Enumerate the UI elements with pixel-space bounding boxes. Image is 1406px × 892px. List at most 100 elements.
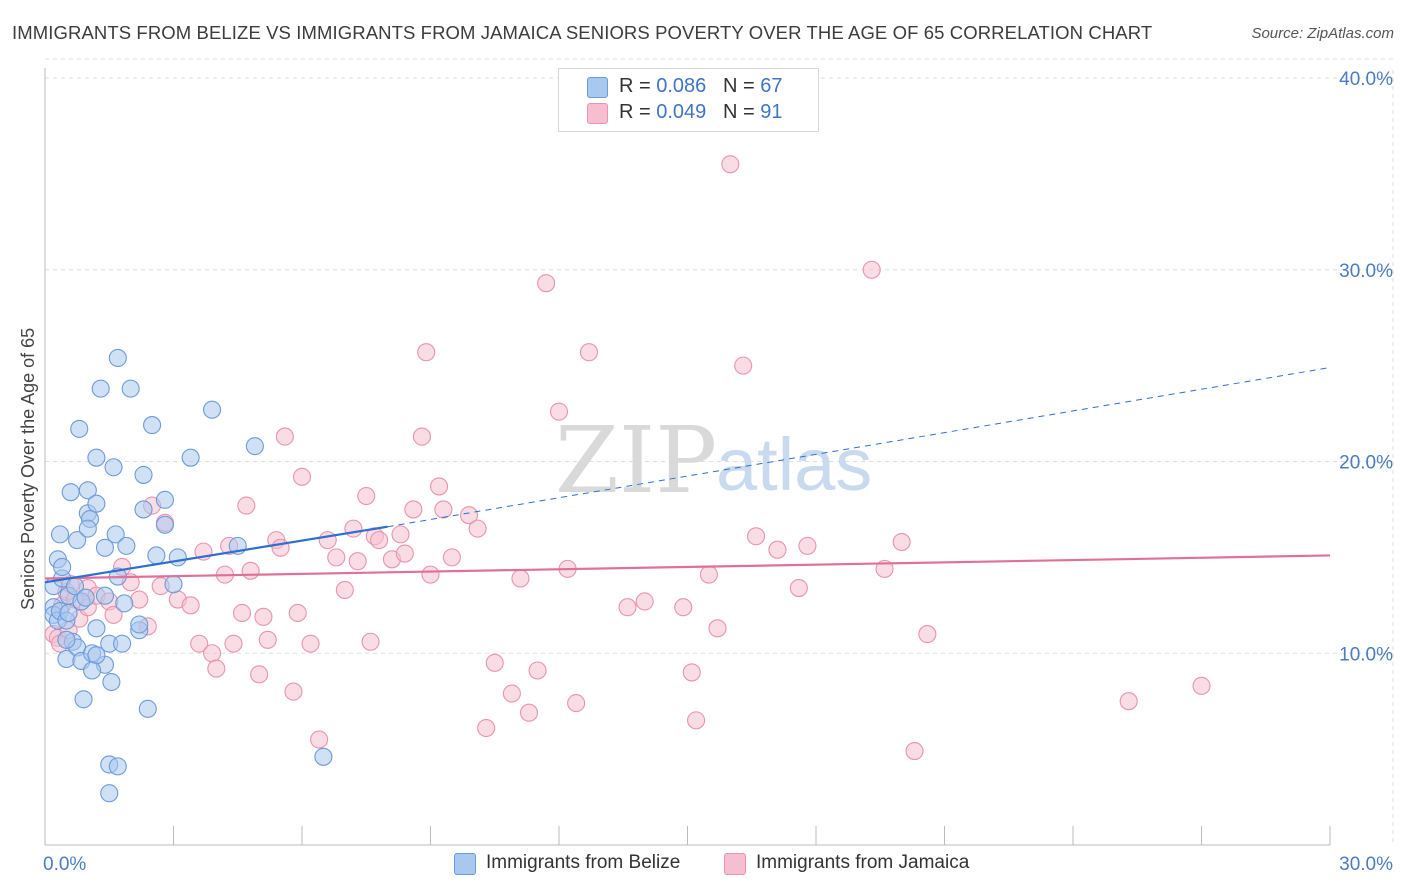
- data-point-jamaica: [905, 741, 924, 761]
- data-point-jamaica: [417, 343, 436, 362]
- data-point-belize: [138, 699, 157, 718]
- data-point-jamaica: [104, 605, 123, 624]
- data-point-jamaica: [357, 486, 376, 506]
- data-point-belize: [106, 525, 125, 544]
- bottom-legend-swatch-jamaica: [724, 853, 746, 875]
- legend-jamaica-n-label: N =: [722, 101, 761, 123]
- data-point-jamaica: [468, 519, 487, 538]
- data-point-jamaica: [434, 500, 453, 519]
- data-point-belize: [181, 448, 200, 467]
- data-point-jamaica: [528, 661, 547, 680]
- data-point-jamaica: [335, 580, 354, 600]
- data-point-jamaica: [892, 532, 911, 552]
- data-point-jamaica: [708, 619, 727, 638]
- data-point-belize: [83, 661, 102, 680]
- data-point-jamaica: [511, 569, 530, 588]
- legend-swatch-belize: [587, 77, 608, 98]
- data-point-belize: [57, 630, 76, 649]
- data-point-belize: [121, 379, 140, 398]
- y-axis-label: Seniors Poverty Over the Age of 65: [18, 328, 38, 610]
- y-tick-label: 20.0%: [1339, 453, 1393, 474]
- data-point-belize: [95, 586, 115, 605]
- data-point-jamaica: [549, 402, 569, 421]
- y-tick-label: 40.0%: [1339, 69, 1393, 90]
- data-point-jamaica: [203, 644, 222, 663]
- data-point-jamaica: [875, 559, 894, 578]
- data-point-belize: [78, 519, 97, 538]
- data-point-jamaica: [254, 607, 273, 626]
- data-point-jamaica: [699, 565, 718, 584]
- data-point-jamaica: [477, 718, 496, 738]
- tick-labels: 10.0% 20.0% 30.0% 40.0% 0.0% 30.0%: [43, 69, 1393, 875]
- data-point-jamaica: [1119, 692, 1138, 711]
- data-point-jamaica: [404, 500, 423, 519]
- bottom-legend-label-jamaica: Immigrants from Jamaica: [756, 852, 970, 873]
- x-tick-label-max: 30.0%: [1339, 854, 1393, 875]
- data-point-jamaica: [862, 260, 881, 279]
- data-point-belize: [164, 575, 183, 594]
- source-label: Source: ZipAtlas.com: [1251, 25, 1394, 42]
- data-point-belize: [113, 634, 132, 653]
- data-point-jamaica: [502, 684, 521, 703]
- legend-belize-n-value: 67: [760, 75, 783, 97]
- data-point-belize: [100, 784, 119, 803]
- legend: R = 0.086 N = 67 R = 0.049 N = 91: [558, 68, 819, 132]
- data-point-jamaica: [682, 663, 701, 682]
- data-point-jamaica: [318, 531, 337, 550]
- legend-swatch-jamaica: [587, 103, 608, 124]
- data-point-jamaica: [241, 561, 260, 580]
- data-point-jamaica: [1192, 676, 1211, 695]
- axes: [44, 68, 1331, 846]
- data-point-jamaica: [618, 598, 637, 617]
- data-point-belize: [104, 458, 123, 477]
- data-point-belize: [143, 416, 162, 435]
- data-point-jamaica: [250, 665, 269, 684]
- data-point-jamaica: [459, 506, 479, 525]
- data-point-belize: [68, 531, 87, 550]
- data-point-belize: [95, 538, 115, 557]
- legend-belize-r-label: R =: [619, 75, 657, 97]
- data-point-belize: [130, 615, 149, 634]
- data-point-jamaica: [789, 579, 808, 598]
- data-point-belize: [61, 483, 80, 502]
- trend-line-belize-projection: [387, 367, 1331, 528]
- data-point-jamaica: [327, 548, 346, 567]
- data-point-jamaica: [348, 552, 367, 571]
- data-point-belize: [245, 437, 264, 456]
- data-point-jamaica: [271, 538, 290, 557]
- bottom-legend-label-belize: Immigrants from Belize: [486, 852, 681, 873]
- data-point-belize: [102, 672, 121, 692]
- data-point-belize: [108, 757, 127, 776]
- data-point-jamaica: [674, 598, 693, 617]
- data-point-jamaica: [412, 427, 431, 446]
- data-point-jamaica: [485, 653, 504, 672]
- data-point-jamaica: [181, 596, 200, 615]
- data-point-jamaica: [391, 525, 410, 544]
- trend-lines: [44, 367, 1331, 584]
- grid-lines: [45, 58, 1394, 845]
- legend-jamaica-r-value: 0.049: [656, 101, 707, 123]
- legend-jamaica-r-label: R =: [619, 101, 657, 123]
- data-point-jamaica: [237, 496, 256, 515]
- data-point-belize: [108, 348, 127, 368]
- data-point-jamaica: [537, 274, 556, 293]
- data-point-belize: [70, 419, 89, 438]
- data-point-belize: [117, 536, 136, 555]
- data-point-jamaica: [768, 540, 787, 559]
- data-point-belize: [115, 594, 134, 613]
- data-point-jamaica: [224, 634, 243, 653]
- data-point-belize: [203, 400, 222, 419]
- legend-belize-n-label: N =: [722, 75, 761, 97]
- x-tick-label-min: 0.0%: [43, 854, 86, 875]
- data-point-belize: [87, 448, 106, 467]
- data-point-belize: [155, 515, 174, 534]
- data-point-belize: [76, 588, 95, 607]
- data-point-jamaica: [288, 603, 307, 623]
- data-point-jamaica: [734, 356, 753, 375]
- data-point-jamaica: [301, 634, 320, 653]
- data-point-jamaica: [442, 548, 461, 567]
- data-point-belize: [57, 649, 76, 669]
- data-point-belize: [53, 557, 72, 577]
- data-point-jamaica: [284, 682, 303, 701]
